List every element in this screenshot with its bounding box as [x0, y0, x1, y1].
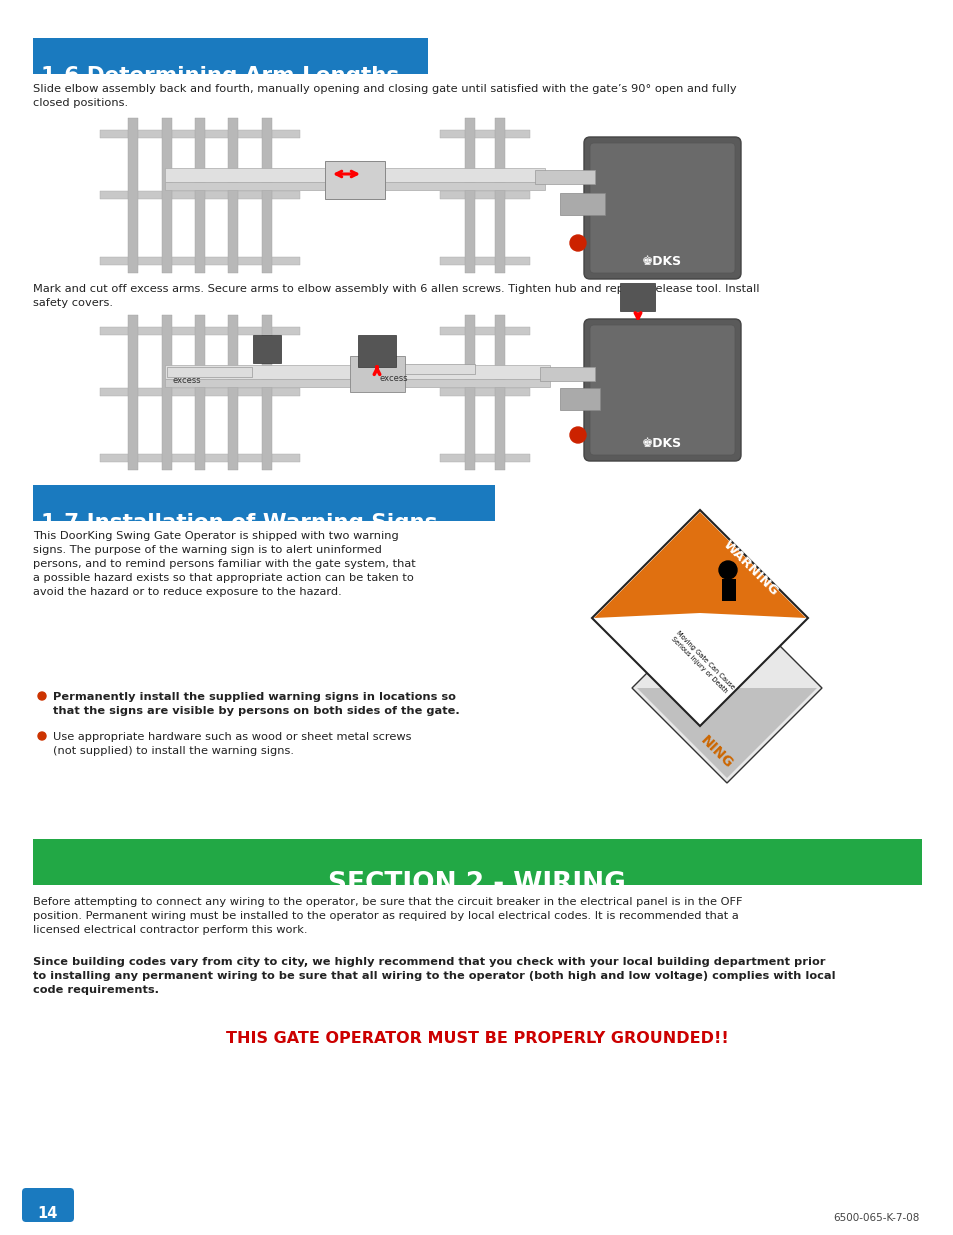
- Bar: [439, 388, 530, 396]
- Bar: [100, 388, 299, 396]
- Bar: [439, 130, 530, 138]
- Text: Since building codes vary from city to city, we highly recommend that you check : Since building codes vary from city to c…: [33, 957, 835, 995]
- Bar: [165, 366, 550, 379]
- Bar: [261, 315, 272, 471]
- Bar: [357, 335, 395, 367]
- Bar: [439, 327, 530, 335]
- Bar: [721, 579, 735, 601]
- Text: excess: excess: [379, 374, 408, 383]
- Polygon shape: [637, 688, 816, 778]
- Bar: [194, 119, 205, 273]
- Text: 1.7 Installation of Warning Signs: 1.7 Installation of Warning Signs: [41, 513, 437, 534]
- Text: This DoorKing Swing Gate Operator is shipped with two warning
signs. The purpose: This DoorKing Swing Gate Operator is shi…: [33, 531, 416, 597]
- Bar: [100, 327, 299, 335]
- Bar: [129, 119, 138, 273]
- Text: Before attempting to connect any wiring to the operator, be sure that the circui: Before attempting to connect any wiring …: [33, 897, 741, 935]
- Text: 6500-065-K-7-08: 6500-065-K-7-08: [833, 1213, 919, 1223]
- Bar: [100, 130, 299, 138]
- Bar: [495, 119, 504, 273]
- Circle shape: [38, 732, 46, 740]
- Circle shape: [569, 427, 585, 443]
- Text: NING: NING: [698, 734, 735, 771]
- Bar: [559, 388, 599, 410]
- Text: ♚DKS: ♚DKS: [641, 254, 681, 268]
- Bar: [33, 839, 921, 885]
- Text: Permanently install the supplied warning signs in locations so
that the signs ar: Permanently install the supplied warning…: [53, 692, 459, 715]
- Bar: [535, 170, 595, 184]
- Bar: [165, 168, 544, 182]
- Polygon shape: [592, 510, 807, 726]
- Text: Moving Gate Can Cause
Serious Injury or Death: Moving Gate Can Cause Serious Injury or …: [669, 630, 736, 697]
- Bar: [559, 193, 604, 215]
- Text: Use appropriate hardware such as wood or sheet metal screws
(not supplied) to in: Use appropriate hardware such as wood or…: [53, 732, 411, 756]
- Bar: [33, 485, 495, 521]
- FancyBboxPatch shape: [589, 143, 734, 273]
- Circle shape: [569, 235, 585, 251]
- Text: Slide elbow assembly back and fourth, manually opening and closing gate until sa: Slide elbow assembly back and fourth, ma…: [33, 84, 736, 107]
- Bar: [261, 119, 272, 273]
- Bar: [129, 315, 138, 471]
- Bar: [100, 191, 299, 199]
- Circle shape: [719, 561, 737, 579]
- Circle shape: [38, 692, 46, 700]
- Bar: [464, 315, 475, 471]
- Bar: [439, 257, 530, 266]
- Text: 14: 14: [38, 1207, 58, 1221]
- Bar: [228, 315, 238, 471]
- Bar: [439, 191, 530, 199]
- Text: THIS GATE OPERATOR MUST BE PROPERLY GROUNDED!!: THIS GATE OPERATOR MUST BE PROPERLY GROU…: [226, 1031, 727, 1046]
- Bar: [464, 119, 475, 273]
- Bar: [100, 257, 299, 266]
- Bar: [167, 367, 252, 377]
- Bar: [194, 315, 205, 471]
- Bar: [100, 454, 299, 462]
- Text: excess: excess: [172, 375, 201, 385]
- Bar: [161, 119, 172, 273]
- FancyBboxPatch shape: [583, 137, 740, 279]
- FancyBboxPatch shape: [583, 319, 740, 461]
- Bar: [165, 379, 550, 387]
- Bar: [539, 367, 595, 382]
- Bar: [439, 454, 530, 462]
- Bar: [350, 356, 405, 391]
- Bar: [325, 161, 385, 199]
- Text: Mark and cut off excess arms. Secure arms to elbow assembly with 6 allen screws.: Mark and cut off excess arms. Secure arm…: [33, 284, 759, 308]
- Polygon shape: [594, 513, 805, 618]
- Bar: [619, 283, 655, 311]
- Bar: [161, 315, 172, 471]
- Bar: [165, 182, 544, 190]
- Text: SECTION 2 - WIRING: SECTION 2 - WIRING: [328, 871, 625, 897]
- Bar: [375, 364, 475, 374]
- Bar: [253, 335, 281, 363]
- FancyBboxPatch shape: [589, 325, 734, 454]
- Text: 1.6 Determining Arm Lengths: 1.6 Determining Arm Lengths: [41, 65, 399, 86]
- Text: ♚DKS: ♚DKS: [641, 437, 681, 450]
- Bar: [33, 38, 428, 74]
- Polygon shape: [631, 593, 821, 783]
- Bar: [495, 315, 504, 471]
- Text: WARNING: WARNING: [720, 538, 780, 599]
- FancyBboxPatch shape: [22, 1188, 74, 1221]
- Bar: [228, 119, 238, 273]
